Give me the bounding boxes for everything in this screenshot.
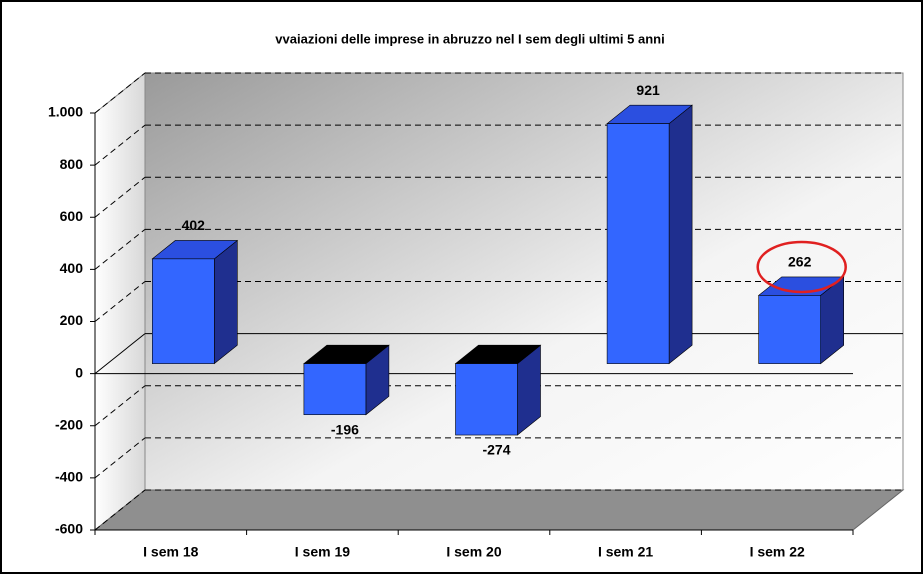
y-tick-label: 1.000 <box>48 104 83 120</box>
y-tick-label: 400 <box>60 260 84 276</box>
grid-line <box>94 489 146 531</box>
grid-line <box>94 228 146 270</box>
grid-line <box>94 72 146 114</box>
value-label: 921 <box>636 82 660 98</box>
value-label: 262 <box>788 254 812 270</box>
y-tick-label: 600 <box>60 208 84 224</box>
x-tick-label: I sem 18 <box>143 544 198 560</box>
grid-line <box>94 437 146 479</box>
highlight-circle <box>756 240 847 294</box>
y-tick-label: -600 <box>55 521 83 537</box>
grid-line <box>94 176 146 218</box>
chart-title: vvaiazioni delle imprese in abruzzo nel … <box>275 31 664 46</box>
grid-line <box>94 124 146 166</box>
value-label: -196 <box>331 421 359 437</box>
y-tick-label: 0 <box>75 364 83 380</box>
y-tick-label: -200 <box>55 416 83 432</box>
bar-side <box>668 104 693 365</box>
bar <box>152 258 215 364</box>
y-tick-label: 800 <box>60 156 84 172</box>
x-tick-label: I sem 22 <box>750 544 805 560</box>
grid-line <box>94 385 146 427</box>
bar <box>606 123 670 364</box>
bar <box>455 363 518 436</box>
y-tick-label: 200 <box>60 312 84 328</box>
bar-side <box>214 239 238 365</box>
floor <box>93 489 905 531</box>
value-label: -274 <box>482 442 510 458</box>
x-tick-label: I sem 21 <box>598 544 653 560</box>
value-label: 402 <box>182 217 206 233</box>
x-tick-label: I sem 19 <box>295 544 350 560</box>
y-tick-label: -400 <box>55 469 83 485</box>
grid-line <box>94 333 146 375</box>
x-tick-label: I sem 20 <box>446 544 501 560</box>
grid-line <box>94 281 146 322</box>
bar <box>758 295 822 364</box>
bar <box>303 363 367 416</box>
